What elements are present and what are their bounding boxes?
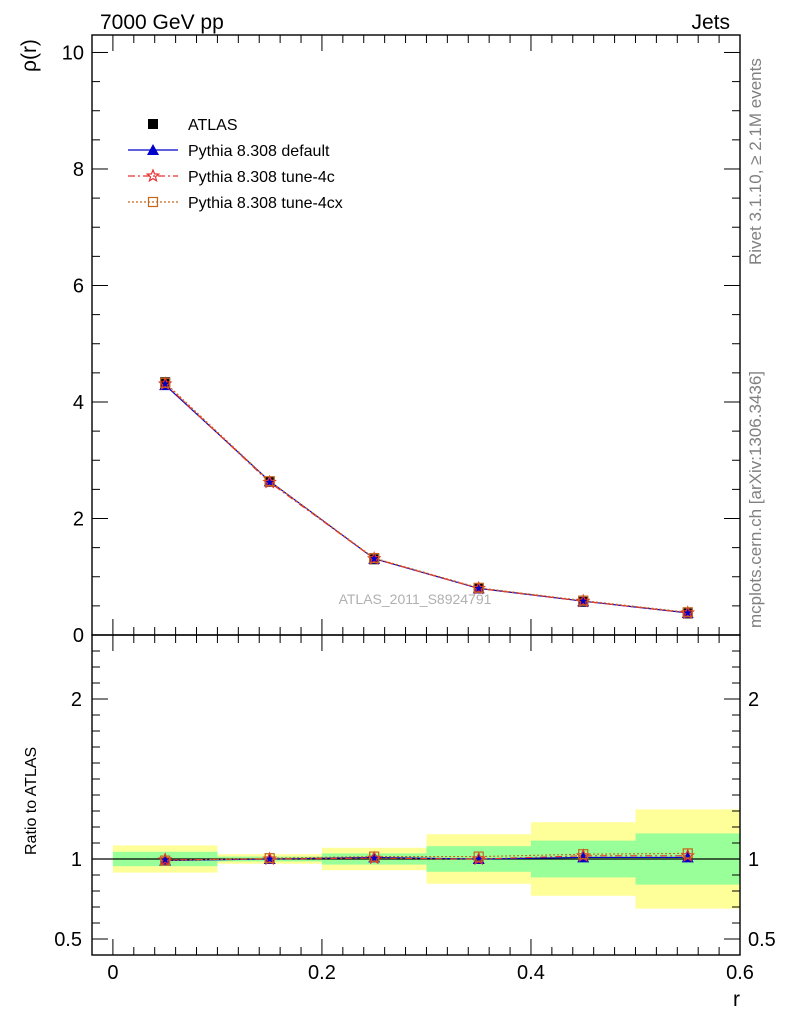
legend-entry-tune4cx: Pythia 8.308 tune-4cx: [128, 195, 343, 212]
legend: ATLAS Pythia 8.308 default Pythia 8.308 tu…: [128, 117, 343, 212]
main-panel-axes: 0 2 4 6 8 10: [62, 34, 741, 647]
markers-default: [159, 379, 694, 618]
tune4cx-marker: [578, 849, 589, 860]
ratio-y-tick-label-right: 2: [748, 689, 759, 711]
tune4cx-marker: [264, 853, 275, 864]
tune4cx-marker: [369, 851, 380, 862]
x-tick-label: 0.2: [308, 962, 336, 984]
legend-entry-default: Pythia 8.308 default: [128, 143, 330, 160]
y-tick-label: 0: [73, 625, 84, 647]
tune4cx-marker: [682, 848, 693, 859]
series-line-tune4c: [164, 383, 688, 614]
ratio-y-tick-label: 1: [71, 849, 82, 871]
y-tick-label: 4: [73, 392, 84, 414]
default-marker: [147, 144, 159, 155]
header-right: Jets: [691, 11, 730, 34]
x-tick-label: 0: [107, 962, 118, 984]
series-line-default: [164, 384, 688, 614]
tune4cx-marker: [369, 553, 380, 564]
rivet-label: Rivet 3.1.10, ≥ 2.1M events: [746, 58, 765, 265]
main-y-axis-label: ρ(r): [18, 39, 41, 72]
series-default: [164, 384, 688, 614]
ratio-panel-axes: 0.5 0.5 1 1 2 2 0 0.2 0.4 0.6: [54, 634, 776, 984]
ratio-y-tick-label: 2: [71, 689, 82, 711]
atlas-marker: [148, 119, 158, 129]
tune4c-marker: [145, 168, 161, 183]
legend-label: Pythia 8.308 default: [188, 143, 330, 160]
ratio-panel-data: [157, 848, 696, 866]
tune4cx-marker: [160, 377, 171, 388]
ratio-line-tune4cx: [165, 852, 688, 862]
header-left: 7000 GeV pp: [100, 11, 224, 34]
analysis-watermark: ATLAS_2011_S8924791: [339, 591, 492, 607]
markers-tune4c: [157, 376, 696, 620]
ratio-y-tick-label-right: 1: [748, 849, 759, 871]
markers-tune4cx: [160, 377, 693, 618]
tune4cx-marker: [147, 196, 159, 208]
series-tune4c: [164, 383, 688, 614]
legend-label: ATLAS: [188, 117, 238, 134]
ratio-y-tick-label-right: 0.5: [748, 929, 776, 951]
ratio-markers-tune4cx: [160, 848, 693, 866]
x-tick-label: 0.4: [517, 962, 545, 984]
main-panel-data: [157, 376, 696, 620]
tune4cx-marker: [473, 582, 484, 593]
tune4cx-marker: [473, 851, 484, 862]
legend-label: Pythia 8.308 tune-4c: [188, 169, 335, 186]
x-axis-label: r: [733, 988, 740, 1011]
tune4cx-marker: [160, 855, 171, 866]
tune4cx-marker: [264, 476, 275, 487]
legend-entry-tune4c: Pythia 8.308 tune-4c: [128, 168, 335, 186]
ratio-y-axis-label: Ratio to ATLAS: [23, 747, 40, 855]
markers-atlas: [160, 377, 693, 619]
y-tick-label: 10: [62, 42, 84, 64]
legend-label: Pythia 8.308 tune-4cx: [188, 195, 343, 212]
x-tick-label: 0.6: [726, 962, 754, 984]
y-tick-label: 8: [73, 159, 84, 181]
legend-entry-atlas: ATLAS: [148, 117, 238, 134]
ratio-line-tune4c: [165, 855, 688, 861]
y-tick-label: 6: [73, 275, 84, 297]
y-tick-label: 2: [73, 508, 84, 530]
tune4cx-marker: [578, 595, 589, 606]
series-tune4cx: [164, 382, 688, 613]
series-line-tune4cx: [164, 382, 688, 613]
ratio-y-tick-label: 0.5: [54, 929, 82, 951]
mcplots-label: mcplots.cern.ch [arXiv:1306.3436]: [746, 371, 765, 628]
tune4cx-marker: [682, 607, 693, 618]
